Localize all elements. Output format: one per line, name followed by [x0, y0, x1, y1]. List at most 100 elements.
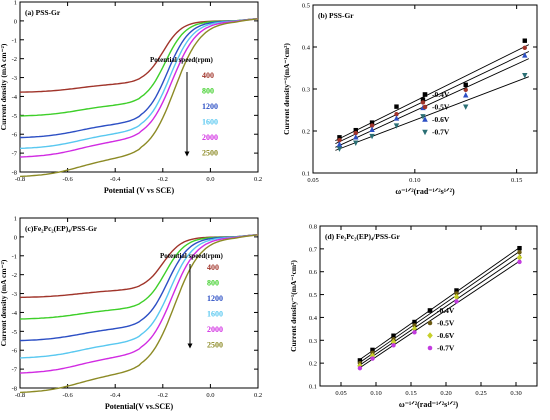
legend-marker--0.6V: [422, 116, 428, 122]
data-point: [353, 140, 359, 146]
data-point: [369, 126, 375, 132]
x-tick-label: 0.15: [405, 390, 416, 397]
legend-entry--0.5V: -0.5V: [432, 103, 450, 112]
data-point: [522, 45, 527, 51]
data-point: [517, 250, 522, 255]
y-tick-label: -3: [12, 291, 17, 298]
y-axis-label: Current density (mA cm⁻²): [0, 43, 8, 130]
x-tick-label: -0.4: [110, 176, 121, 183]
data-point: [454, 291, 459, 296]
legend-title: Potential speed(rpm): [150, 56, 213, 64]
data-point: [369, 120, 375, 125]
legend-arrow-head: [187, 343, 193, 349]
data-point: [370, 347, 375, 353]
fit-line--0.6V: [358, 255, 522, 367]
y-tick-label: -5: [12, 113, 17, 120]
data-point: [420, 100, 426, 105]
data-point: [337, 135, 342, 140]
legend-entry-2000: 2000: [202, 133, 218, 142]
x-tick-label: 0.0: [206, 176, 214, 183]
data-point: [393, 115, 400, 121]
y-tick-label: 1: [14, 216, 17, 223]
legend-entry-1600: 1600: [202, 118, 218, 127]
data-point: [394, 104, 399, 109]
y-tick-label: 0.2: [309, 361, 317, 368]
data-point: [336, 141, 343, 147]
y-tick-label: 0.3: [302, 87, 310, 94]
data-point: [522, 72, 528, 79]
data-point: [454, 299, 459, 304]
legend-entry--0.7V: -0.7V: [432, 128, 450, 137]
legend-marker--0.4V: [427, 308, 433, 313]
legend-arrow-head: [184, 151, 190, 157]
panel-title: (a) PSS-Gr: [25, 8, 61, 17]
panel-2: 0.05 0.10 0.15 0.1 0.2 0.3 0.4 0.5 ω⁻¹ᐟ²(rad⁻¹ᐟ²…: [282, 3, 538, 196]
data-point: [463, 82, 468, 87]
data-point: [522, 52, 528, 58]
data-point: [370, 356, 375, 361]
x-tick-label: 0.0: [206, 392, 214, 399]
legend-entry-1200: 1200: [207, 294, 223, 303]
data-point: [517, 245, 522, 251]
x-tick-label: 0.2: [254, 176, 262, 183]
panel-4: 0.05 0.10 0.15 0.20 0.25 0.30 0.1 0.2 0.3 0.4 0.5 0…: [289, 224, 538, 409]
x-tick-label: 0.10: [370, 390, 381, 397]
data-point: [517, 259, 522, 265]
data-point: [353, 127, 358, 133]
legend-entry--0.4V: -0.4V: [437, 306, 455, 315]
fit-line--0.7V: [335, 76, 530, 151]
data-point: [393, 123, 400, 129]
data-point: [353, 130, 358, 136]
plot-frame: [19, 1, 259, 173]
x-tick-label: -0.8: [15, 176, 25, 183]
fit-line--0.6V: [335, 58, 530, 148]
y-tick-label: -2: [12, 272, 17, 279]
x-tick-label: -0.8: [15, 392, 25, 399]
data-point: [420, 97, 426, 102]
y-tick-label: 0.1: [302, 171, 310, 178]
x-axis-label: Potential (V vs SCE): [104, 186, 175, 195]
x-tick-label: 0.10: [409, 177, 420, 184]
series-line-1600: [19, 234, 259, 359]
legend-marker--0.5V: [427, 320, 433, 326]
legend-entry-2500: 2500: [202, 149, 218, 158]
y-tick-label: -6: [12, 132, 18, 139]
y-tick-label: -4: [12, 94, 18, 101]
legend-entry--0.6V: -0.6V: [432, 115, 450, 124]
y-tick-label: 0.1: [309, 384, 317, 391]
legend-entry-400: 400: [202, 71, 214, 80]
fit-line--0.4V: [358, 246, 522, 361]
panel-title: (c)Fe₂Pc₂(EP)₄/PSS-Gr: [25, 224, 98, 233]
data-point: [394, 112, 399, 117]
y-tick-label: -1: [12, 253, 17, 260]
data-point: [337, 138, 342, 143]
y-tick-label: -6: [12, 348, 18, 355]
legend-marker--0.7V: [427, 345, 433, 351]
legend-entry-1200: 1200: [202, 102, 218, 111]
x-tick-label: 0.25: [475, 390, 486, 397]
legend-title: Potential speed(rpm): [160, 252, 223, 260]
series-line-1600: [20, 18, 259, 150]
y-tick-label: -7: [12, 151, 18, 158]
y-tick-label: 0.5: [302, 3, 310, 10]
y-tick-label: -8: [12, 170, 17, 177]
data-point: [369, 133, 375, 140]
y-tick-label: 0: [14, 234, 17, 241]
legend-entry--0.7V: -0.7V: [437, 344, 455, 353]
data-point: [412, 319, 417, 325]
data-point: [522, 38, 527, 43]
x-tick-label: -0.4: [110, 392, 121, 399]
x-tick-label: 0.05: [307, 177, 318, 184]
data-point: [420, 114, 426, 120]
y-axis-label: Current density⁻¹(mA⁻¹cm²): [289, 260, 298, 352]
legend-entry-1600: 1600: [207, 310, 223, 319]
legend-entry-800: 800: [207, 279, 219, 288]
data-point: [516, 254, 523, 261]
data-point: [453, 293, 460, 301]
y-tick-label: 0.4: [309, 315, 318, 322]
y-tick-label: -1: [12, 37, 17, 44]
y-tick-label: 0.5: [309, 292, 317, 299]
x-tick-label: 0.15: [511, 177, 522, 184]
data-point: [463, 92, 469, 98]
